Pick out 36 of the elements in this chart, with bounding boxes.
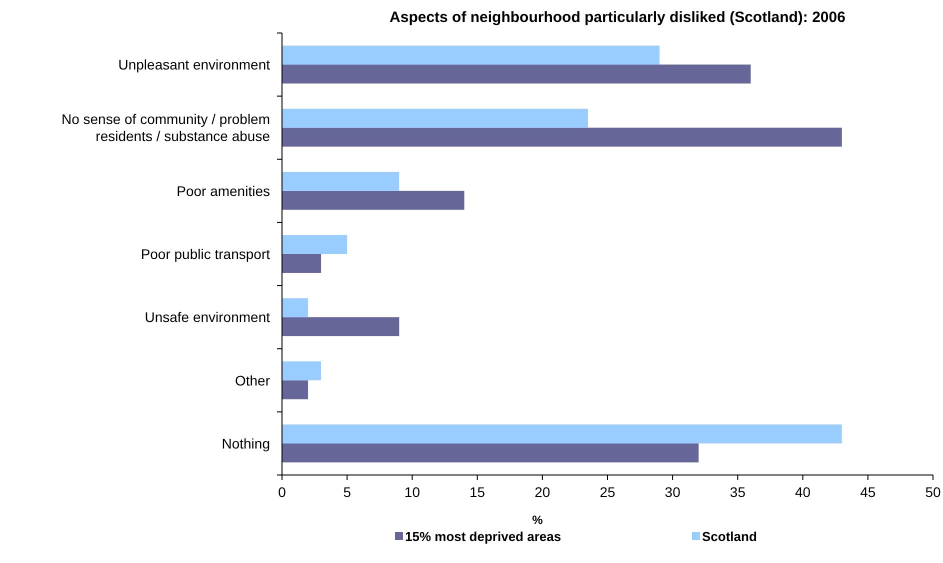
bar [282, 235, 348, 254]
y-tick-label: Unpleasant environment [118, 56, 270, 73]
x-axis-title: % [532, 513, 544, 527]
x-tick-label: 10 [404, 484, 420, 500]
y-tick-label: Other [234, 372, 270, 388]
x-tick-label: 45 [860, 484, 876, 500]
y-tick-label: Poor amenities [176, 182, 270, 199]
bar [282, 424, 842, 444]
bar [282, 64, 751, 84]
bar [282, 108, 588, 128]
x-tick-label: 0 [278, 484, 286, 500]
x-tick-label: 25 [600, 484, 616, 500]
legend-label: Scotland [702, 529, 757, 544]
x-tick-label: 20 [534, 484, 550, 500]
bar [282, 190, 464, 210]
x-tick-label: 15 [470, 484, 486, 500]
bar [282, 172, 400, 191]
y-tick-label: Poor public transport [140, 246, 270, 262]
x-tick-label: 40 [795, 484, 811, 500]
y-tick-label: No sense of community / problem residents / substance abuse [61, 111, 270, 144]
y-tick-label: Unsafe environment [144, 309, 270, 326]
x-tick-label: 50 [925, 484, 941, 500]
bar [282, 298, 308, 318]
bar [282, 46, 660, 65]
bar [282, 317, 400, 336]
x-tick-label: 5 [343, 484, 352, 500]
x-tick-label: 30 [664, 484, 681, 500]
x-tick-label: 35 [730, 484, 746, 500]
y-tick-label: Nothing [222, 435, 270, 452]
bar [282, 380, 308, 400]
bar [282, 128, 842, 147]
bar [282, 443, 699, 462]
chart-title: Aspects of neighbourhood particularly disliked (Scotland): 2006 [390, 9, 846, 26]
bar [282, 254, 322, 273]
bar [282, 361, 322, 380]
legend-label: 15% most deprived areas [405, 529, 562, 544]
